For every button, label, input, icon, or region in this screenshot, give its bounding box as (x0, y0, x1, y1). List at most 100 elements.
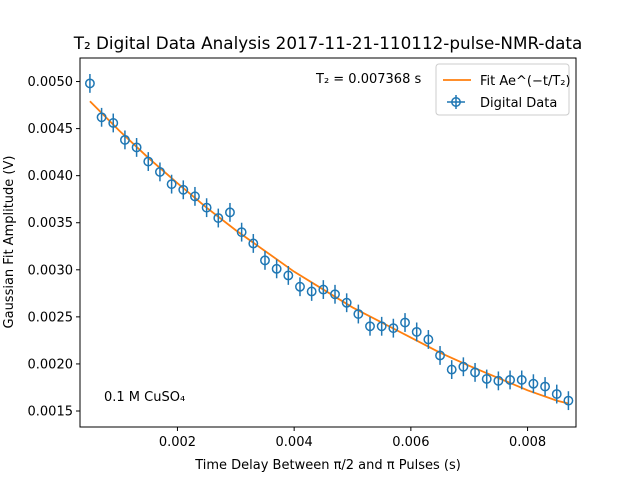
legend-data-label: Digital Data (480, 96, 557, 111)
data-point (260, 250, 270, 270)
data-point (353, 304, 364, 324)
x-axis-label: Time Delay Between π/2 and π Pulses (s) (194, 458, 461, 473)
plot-area-frame (79, 57, 577, 428)
data-marker (365, 321, 375, 332)
legend: Fit Ae^(−t/T₂) Digital Data (435, 63, 571, 116)
data-marker (423, 334, 434, 345)
data-point (271, 259, 282, 279)
data-marker (493, 375, 504, 386)
data-marker (271, 263, 282, 274)
data-marker (318, 284, 329, 295)
data-point (551, 384, 562, 404)
y-axis-ticks: 0.0015 0.0020 0.0025 0.0030 0.0035 0.0040 0.00… (28, 75, 80, 419)
data-point (236, 222, 247, 242)
plot-layer (84, 74, 574, 411)
data-marker (551, 389, 562, 400)
data-marker (505, 374, 516, 385)
data-point (388, 318, 399, 338)
data-point (166, 174, 177, 194)
data-marker (400, 317, 410, 328)
data-marker (154, 166, 165, 177)
x-tick-label: 0.002 (159, 435, 196, 450)
data-point (84, 74, 95, 93)
x-axis-ticks: 0.002 0.004 0.006 0.008 (159, 427, 546, 450)
data-point (528, 374, 539, 394)
data-point (493, 371, 504, 391)
data-marker (528, 378, 539, 389)
data-point (318, 280, 329, 299)
chart-title: T₂ Digital Data Analysis 2017-11-21-1101… (73, 33, 583, 53)
data-marker (190, 191, 200, 202)
data-marker (341, 297, 352, 308)
y-tick-label: 0.0040 (28, 169, 74, 184)
data-marker (260, 255, 270, 266)
data-marker (563, 395, 574, 406)
data-point (248, 234, 259, 253)
x-tick-label: 0.008 (509, 435, 546, 450)
data-marker (295, 281, 305, 292)
data-point (365, 316, 375, 336)
data-point (330, 284, 340, 304)
y-tick-label: 0.0035 (28, 216, 74, 231)
data-marker (236, 227, 247, 238)
data-marker (131, 142, 142, 153)
data-point (376, 316, 387, 336)
data-point (306, 282, 317, 301)
y-tick-label: 0.0020 (28, 357, 74, 372)
data-marker (306, 286, 317, 297)
data-marker (481, 374, 492, 384)
data-point (283, 266, 294, 285)
data-marker (213, 213, 224, 223)
data-marker (470, 367, 480, 378)
data-marker (388, 323, 399, 334)
data-point (108, 113, 119, 133)
data-point (481, 369, 492, 389)
data-point (213, 208, 224, 228)
data-marker (283, 270, 294, 281)
data-point (516, 370, 527, 390)
data-point (446, 360, 457, 379)
data-marker (540, 381, 551, 392)
data-marker (446, 364, 457, 375)
data-marker (330, 289, 340, 300)
y-tick-label: 0.0015 (28, 404, 74, 419)
data-marker (108, 118, 119, 128)
data-marker (166, 179, 177, 190)
data-point (435, 346, 445, 365)
x-tick-label: 0.004 (276, 435, 313, 450)
legend-data-swatch (447, 95, 465, 109)
data-marker (353, 309, 364, 319)
data-point (411, 322, 422, 342)
y-tick-label: 0.0050 (28, 75, 74, 90)
data-point (96, 107, 107, 127)
data-point (505, 370, 516, 390)
data-point (131, 138, 142, 157)
data-marker (143, 156, 154, 167)
data-point (470, 362, 480, 382)
data-point (540, 377, 551, 396)
data-marker (458, 361, 469, 372)
data-point (178, 180, 189, 200)
data-point (400, 313, 410, 332)
data-marker (248, 238, 259, 249)
y-axis-label: Gaussian Fit Amplitude (V) (2, 156, 17, 329)
data-marker (435, 350, 445, 361)
data-point (341, 293, 352, 313)
data-point (295, 277, 305, 297)
data-point (143, 152, 154, 171)
data-point (458, 357, 469, 377)
data-marker (376, 321, 387, 332)
data-marker (96, 112, 107, 123)
y-tick-label: 0.0045 (28, 122, 74, 137)
data-point (154, 162, 165, 182)
x-tick-label: 0.006 (392, 435, 429, 450)
legend-fit-label: Fit Ae^(−t/T₂) (480, 74, 571, 89)
data-marker (201, 202, 212, 213)
data-marker (178, 184, 189, 195)
t2-annotation: T₂ = 0.007368 s (315, 72, 421, 87)
data-marker (516, 374, 527, 385)
data-point (201, 198, 212, 218)
sample-annotation: 0.1 M CuSO₄ (104, 390, 185, 405)
